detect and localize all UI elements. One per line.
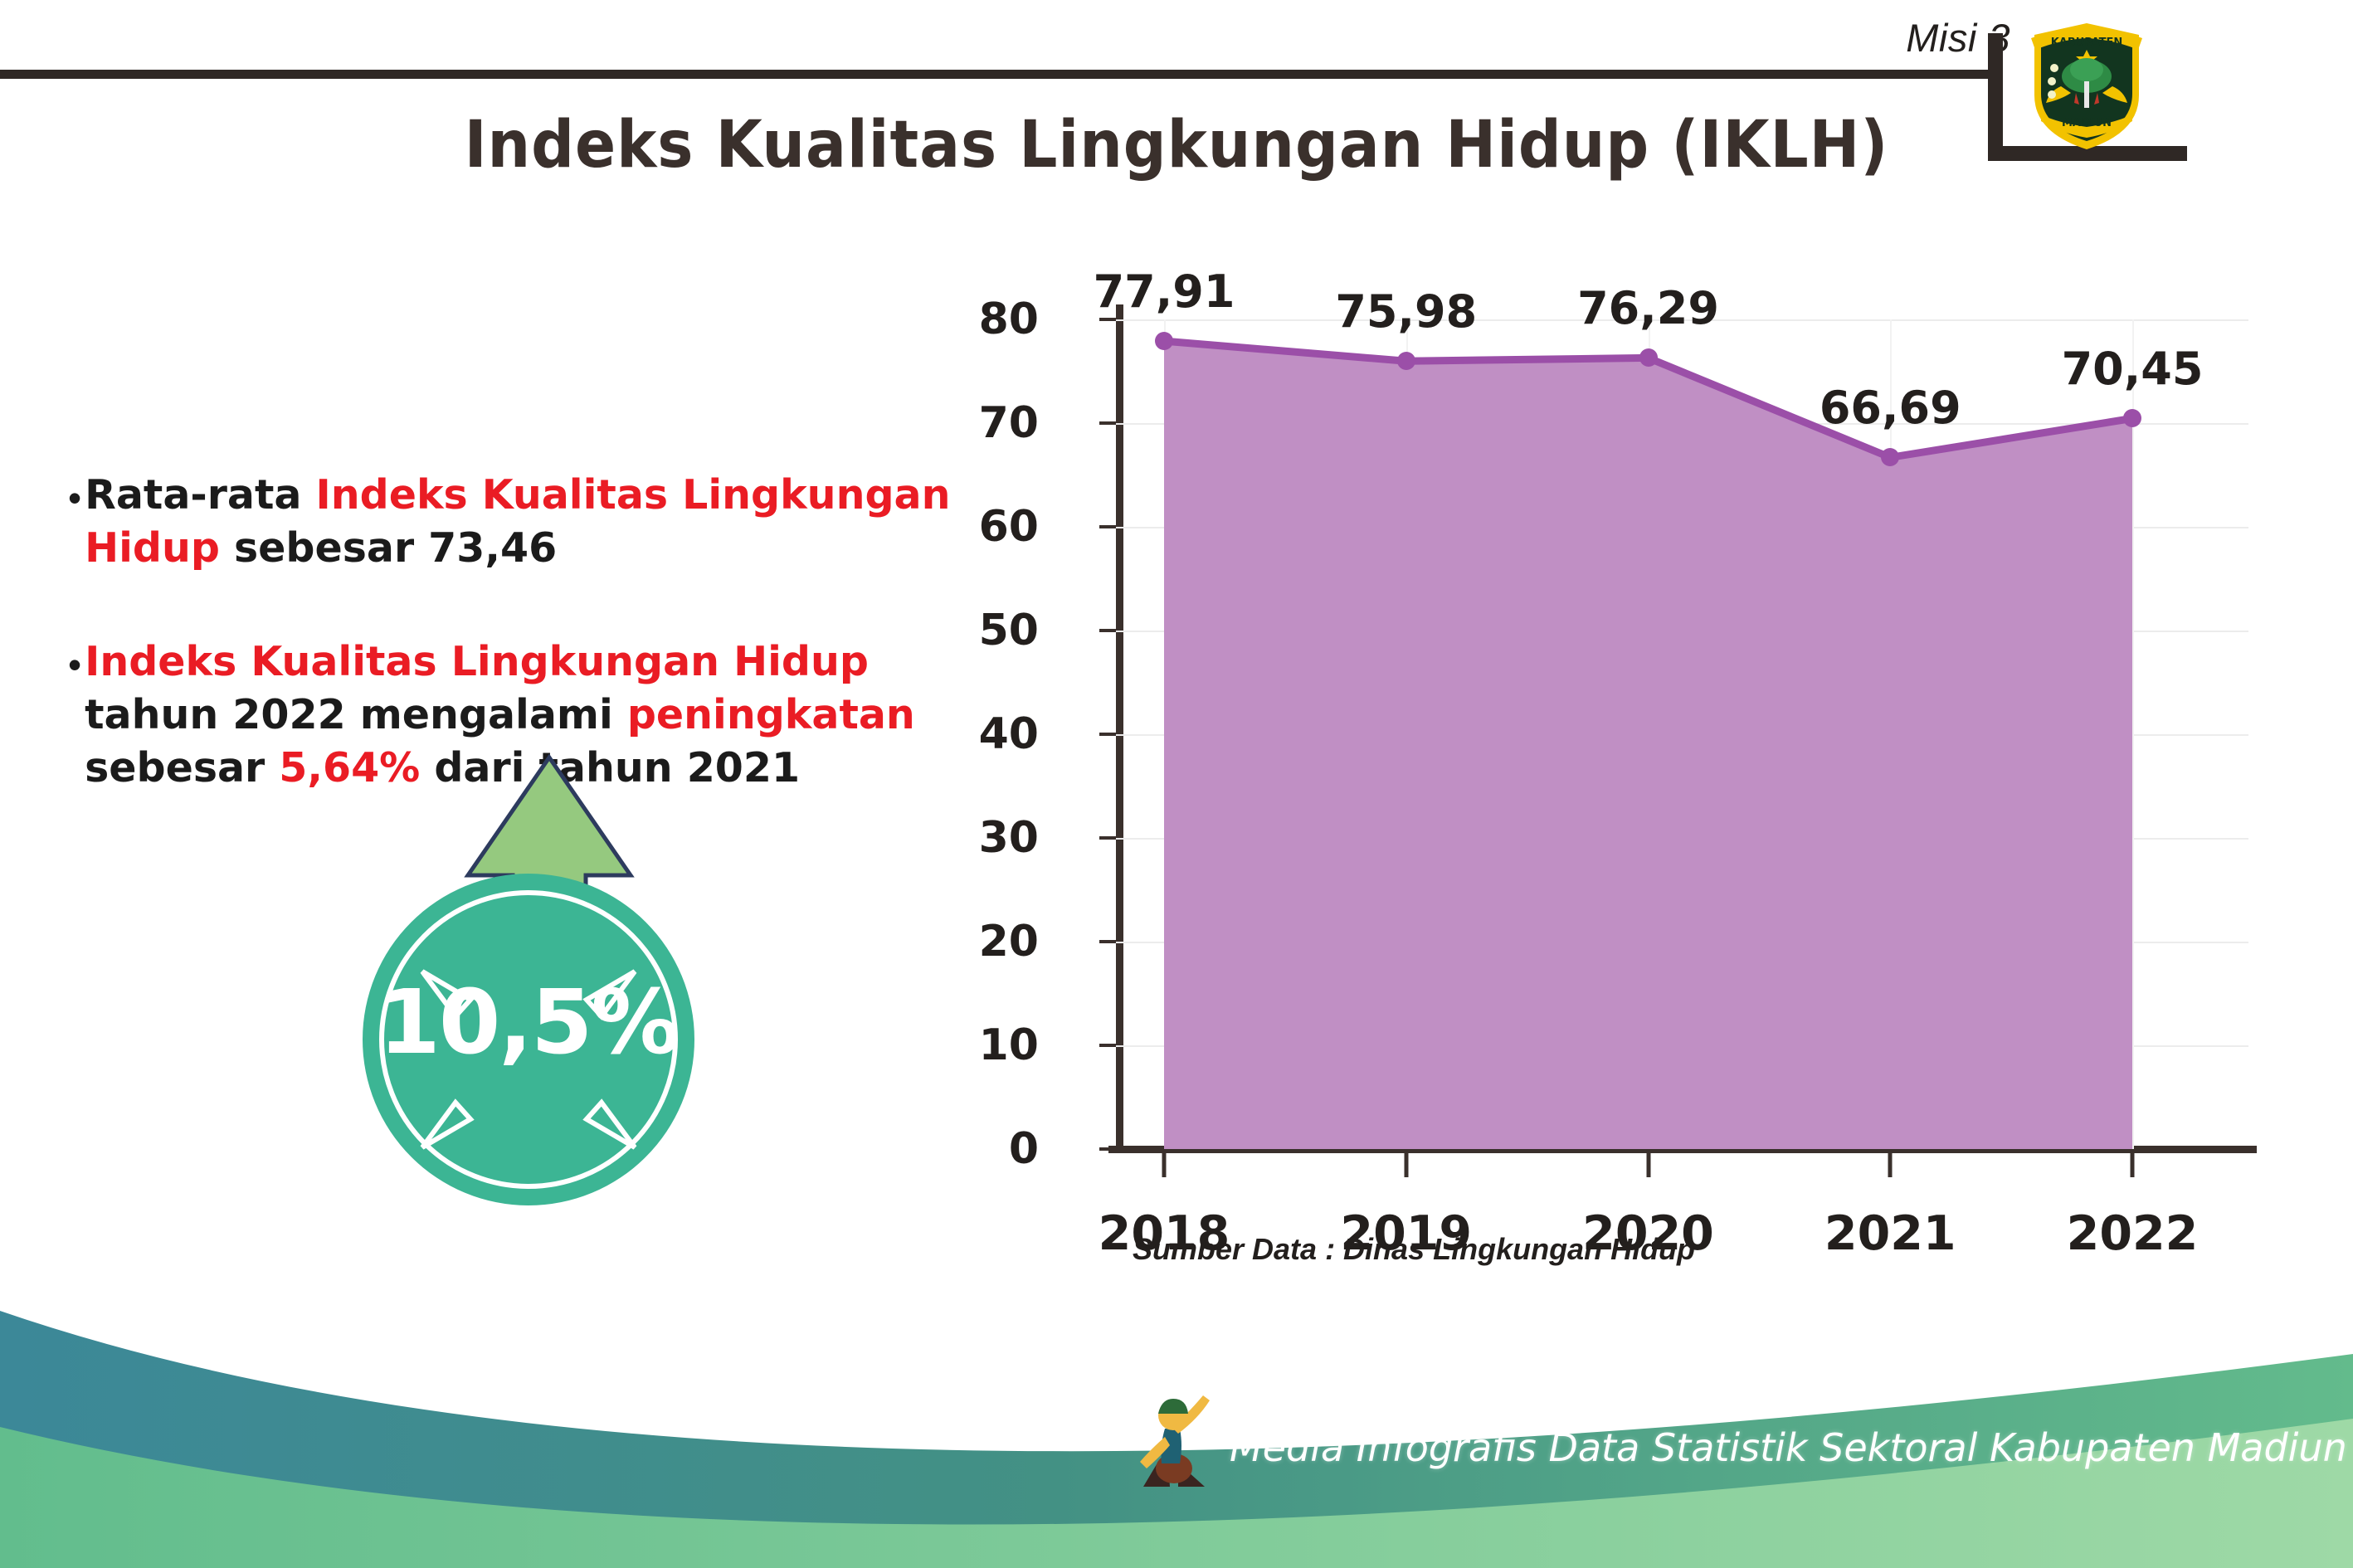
x-tick-mark: [1404, 1152, 1409, 1177]
y-tick-label: 80: [978, 295, 1039, 344]
data-point-marker: [1639, 348, 1658, 368]
y-tick-label: 20: [978, 917, 1039, 967]
badge-ring: [379, 890, 678, 1189]
y-tick-mark: [1099, 421, 1116, 425]
footer-text: Media Infografis Data Statistik Sektoral…: [1230, 1425, 2353, 1470]
footer: Media Infografis Data Statistik Sektoral…: [0, 1294, 2353, 1568]
bullet-segment: Rata-rata: [85, 471, 316, 519]
data-point-marker: [2123, 409, 2141, 428]
data-label: 70,45: [2061, 343, 2204, 396]
x-tick-label: 2019: [1340, 1206, 1473, 1261]
x-tick-label: 2018: [1098, 1206, 1230, 1261]
bullet-text: Rata-rata Indeks Kualitas Lingkungan Hid…: [85, 469, 997, 574]
y-tick-label: 70: [978, 398, 1039, 448]
data-label: 77,91: [1093, 265, 1235, 319]
y-tick-mark: [1099, 525, 1116, 528]
bullet-text: Indeks Kualitas Lingkungan Hidup tahun 2…: [85, 635, 997, 794]
series-path: [1163, 337, 2133, 1149]
bullet-dot-icon: •: [68, 476, 82, 519]
y-tick-mark: [1099, 733, 1116, 736]
bullet-dot-icon: •: [68, 643, 82, 687]
logo-bracket-top: [1988, 33, 2003, 79]
gridline: [1116, 319, 2248, 321]
bullet-segment: dari tahun 2021: [420, 743, 801, 791]
x-tick-mark: [1162, 1152, 1167, 1177]
summary-bullets: • Rata-rata Indeks Kualitas Lingkungan H…: [68, 469, 997, 855]
badge-value: 10,5%: [378, 971, 680, 1074]
logo-bracket-vertical: [1988, 70, 2003, 161]
data-point-marker: [1881, 448, 1900, 467]
y-tick-mark: [1099, 1147, 1116, 1151]
vertical-gridline: [2132, 319, 2134, 1149]
y-tick-mark: [1099, 836, 1116, 840]
spark-triangle-icon: [582, 969, 637, 1020]
bullet-segment: Indeks Kualitas Lingkungan Hidup: [85, 638, 869, 686]
bullet-segment: sebesar: [85, 743, 280, 791]
chart-plot-area: 0 10 20 30 40 50 60 70 80 2018 2019 2020 2021 2022 7…: [979, 265, 2257, 1261]
list-item: • Indeks Kualitas Lingkungan Hidup tahun…: [68, 635, 997, 794]
growth-badge: 10,5%: [317, 751, 782, 1215]
y-tick-label: 40: [978, 709, 1039, 759]
header-rule: [0, 70, 1993, 79]
x-tick-label: 2021: [1824, 1206, 1956, 1261]
kabupaten-madiun-logo-icon: KABUPATEN MADIUN: [2024, 17, 2149, 153]
bullet-segment: sebesar 73,46: [219, 523, 558, 572]
y-axis: [1116, 304, 1123, 1149]
data-point-marker: [1396, 352, 1415, 371]
x-tick-mark: [1888, 1152, 1893, 1177]
y-tick-mark: [1099, 940, 1116, 943]
list-item: • Rata-rata Indeks Kualitas Lingkungan H…: [68, 469, 997, 574]
x-tick-label: 2020: [1582, 1206, 1714, 1261]
y-tick-label: 10: [978, 1020, 1039, 1070]
spark-triangle-icon: [420, 969, 475, 1020]
page-title: Indeks Kualitas Lingkungan Hidup (IKLH): [464, 108, 1889, 183]
bullet-segment: tahun 2022 mengalami: [85, 691, 627, 739]
statistics-mascot-icon: [1128, 1385, 1220, 1493]
spark-triangle-icon: [420, 1098, 475, 1150]
x-axis: [1108, 1146, 2257, 1153]
y-tick-mark: [1099, 629, 1116, 632]
y-tick-label: 60: [978, 502, 1039, 552]
badge-circle: 10,5%: [363, 874, 694, 1205]
data-label: 76,29: [1577, 282, 1719, 335]
y-tick-label: 30: [978, 813, 1039, 863]
logo-bottom-text: MADIUN: [2062, 117, 2112, 129]
y-tick-label: 0: [1008, 1124, 1039, 1174]
source-note: Sumber Data : Dinas Lingkungan Hidup: [1133, 1232, 1696, 1266]
x-tick-mark: [1646, 1152, 1650, 1177]
data-label: 66,69: [1819, 382, 1961, 435]
y-tick-mark: [1099, 1044, 1116, 1047]
bullet-segment: 5,64%: [279, 743, 421, 791]
data-label: 75,98: [1335, 285, 1478, 338]
x-tick-label: 2022: [2066, 1206, 2199, 1261]
logo-bracket-horizontal: [1988, 146, 2187, 161]
x-tick-mark: [2130, 1152, 2135, 1177]
bullet-segment: peningkatan: [626, 691, 915, 739]
area-fill: [1164, 341, 2132, 1149]
spark-triangle-icon: [582, 1098, 637, 1150]
iklh-area-chart: 0 10 20 30 40 50 60 70 80 2018 2019 2020 2021 2022 7…: [954, 265, 2257, 1294]
y-tick-label: 50: [978, 606, 1039, 655]
logo-top-text: KABUPATEN: [2051, 37, 2123, 49]
y-tick-mark: [1099, 318, 1116, 321]
data-point-marker: [1155, 332, 1173, 351]
bullet-segment: Indeks Kualitas Lingkungan Hidup: [85, 471, 951, 572]
